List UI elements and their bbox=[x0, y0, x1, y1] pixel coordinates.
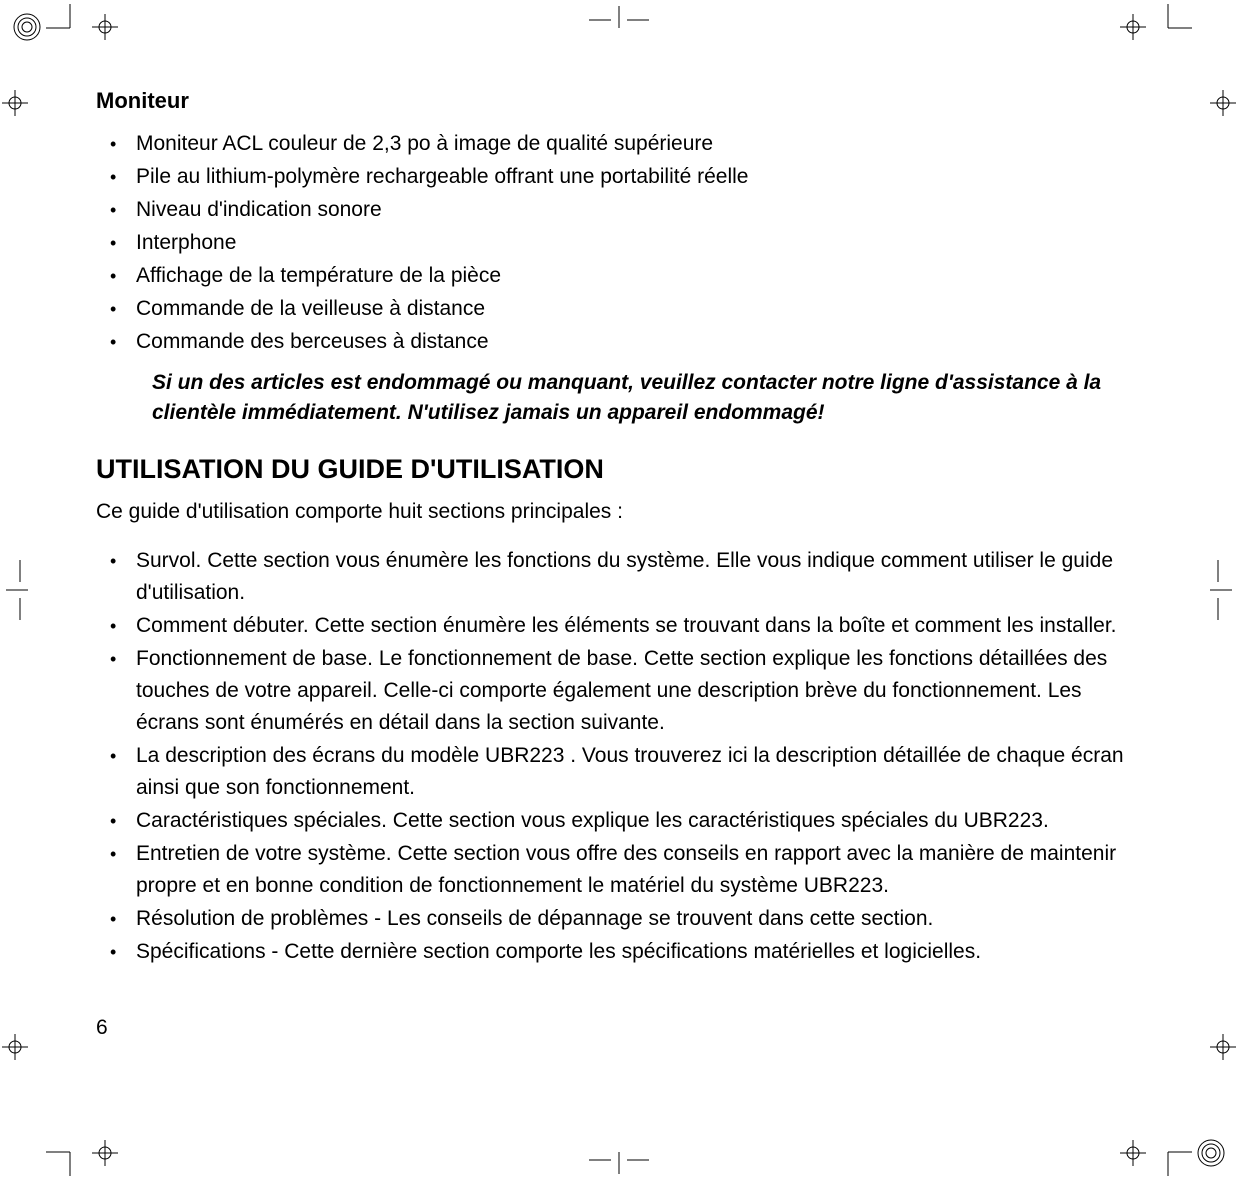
list-item: Spécifications - Cette dernière section … bbox=[96, 936, 1136, 968]
registration-mark-icon bbox=[1210, 90, 1236, 116]
page-number: 6 bbox=[96, 1016, 108, 1040]
crop-mark-icon bbox=[6, 560, 34, 620]
list-item: Moniteur ACL couleur de 2,3 po à image d… bbox=[96, 128, 1136, 160]
list-item: Entretien de votre système. Cette sectio… bbox=[96, 838, 1136, 902]
intro-text: Ce guide d'utilisation comporte huit sec… bbox=[96, 497, 1136, 527]
color-bar-icon bbox=[12, 12, 42, 42]
list-item: Résolution de problèmes - Les conseils d… bbox=[96, 903, 1136, 935]
list-item: Fonctionnement de base. Le fonctionnemen… bbox=[96, 643, 1136, 739]
crop-mark-icon bbox=[589, 1146, 649, 1174]
crop-mark-icon bbox=[1158, 4, 1192, 38]
registration-mark-icon bbox=[2, 90, 28, 116]
registration-mark-icon bbox=[92, 1140, 118, 1166]
list-item: Comment débuter. Cette section énumère l… bbox=[96, 610, 1136, 642]
list-item: Affichage de la température de la pièce bbox=[96, 260, 1136, 292]
list-item: Niveau d'indication sonore bbox=[96, 194, 1136, 226]
crop-mark-icon bbox=[1158, 1142, 1192, 1176]
page: Moniteur Moniteur ACL couleur de 2,3 po … bbox=[0, 0, 1238, 1180]
crop-mark-icon bbox=[589, 6, 649, 34]
list-item: Commande des berceuses à distance bbox=[96, 326, 1136, 358]
crop-mark-icon bbox=[46, 4, 80, 38]
registration-mark-icon bbox=[92, 14, 118, 40]
list-item: Commande de la veilleuse à distance bbox=[96, 293, 1136, 325]
section-heading-utilisation: UTILISATION DU GUIDE D'UTILISATION bbox=[96, 454, 1136, 485]
moniteur-feature-list: Moniteur ACL couleur de 2,3 po à image d… bbox=[96, 128, 1136, 358]
registration-mark-icon bbox=[1210, 1034, 1236, 1060]
list-item: Caractéristiques spéciales. Cette sectio… bbox=[96, 805, 1136, 837]
registration-mark-icon bbox=[1120, 1140, 1146, 1166]
list-item: Interphone bbox=[96, 227, 1136, 259]
list-item: Pile au lithium-polymère rechargeable of… bbox=[96, 161, 1136, 193]
list-item: Survol. Cette section vous énumère les f… bbox=[96, 545, 1136, 609]
section-heading-moniteur: Moniteur bbox=[96, 88, 1136, 114]
page-content: Moniteur Moniteur ACL couleur de 2,3 po … bbox=[96, 88, 1136, 978]
list-item: La description des écrans du modèle UBR2… bbox=[96, 740, 1136, 804]
crop-mark-icon bbox=[1204, 560, 1232, 620]
registration-mark-icon bbox=[1120, 14, 1146, 40]
warning-note: Si un des articles est endommagé ou manq… bbox=[96, 368, 1136, 428]
registration-mark-icon bbox=[2, 1034, 28, 1060]
guide-sections-list: Survol. Cette section vous énumère les f… bbox=[96, 545, 1136, 968]
color-bar-icon bbox=[1196, 1138, 1226, 1168]
crop-mark-icon bbox=[46, 1142, 80, 1176]
